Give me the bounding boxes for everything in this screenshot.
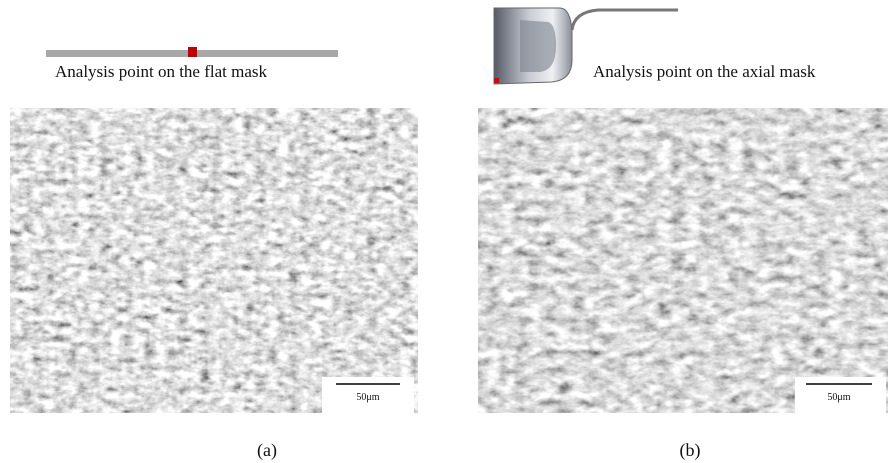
- micrograph: [10, 108, 418, 413]
- figure: Analysis point on the flat mask 50μm (a)…: [0, 0, 895, 463]
- analysis-point: [188, 47, 197, 57]
- panel-label: (a): [257, 440, 277, 461]
- analysis-point: [494, 78, 499, 83]
- caption: Analysis point on the axial mask: [593, 62, 816, 81]
- scale-label: 50μm: [827, 392, 850, 403]
- panel-label: (b): [680, 440, 701, 461]
- micrograph: [478, 108, 888, 413]
- caption: Analysis point on the flat mask: [55, 62, 268, 81]
- scale-label: 50μm: [356, 392, 379, 403]
